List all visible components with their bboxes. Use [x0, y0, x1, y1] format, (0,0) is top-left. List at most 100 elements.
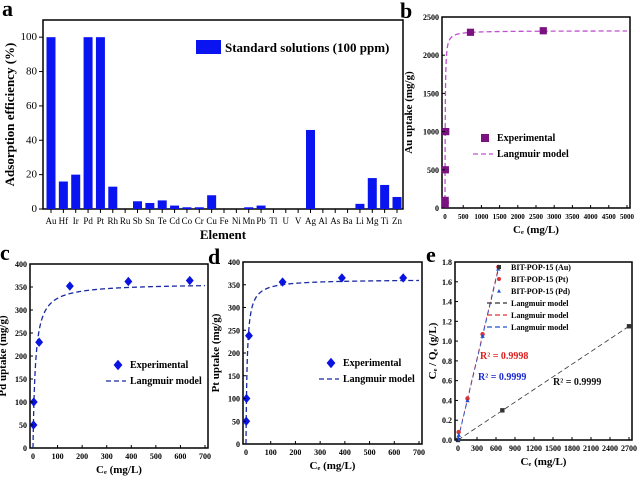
legend-label: BIT-POP-15 (Au) [511, 263, 571, 272]
x-tick-label: 2100 [583, 444, 599, 453]
x-tick-label: 0 [443, 213, 447, 221]
data-point [65, 281, 74, 291]
data-point [29, 397, 38, 407]
y-tick-label: 40 [26, 134, 38, 146]
x-tick-label: 300 [471, 444, 483, 453]
langmuir-line-1 [32, 284, 206, 449]
panel-b: b0 500 1000 1500 2000 2500 3000 3500 4000 4500 500… [400, 0, 635, 236]
x-tick-label: 2000 [511, 213, 526, 221]
bar-Sn [145, 202, 155, 209]
x-tick-label: Al [318, 216, 327, 226]
y-axis-label: Cₑ / Qₑ (g/L) [427, 322, 439, 379]
legend-marker [497, 289, 501, 293]
y-tick-label: 1.4 [442, 298, 452, 307]
y-tick-label: 100 [15, 398, 27, 407]
x-tick-label: Au [46, 216, 57, 226]
x-tick-label: 200 [76, 452, 88, 461]
legend-label: BIT-POP-15 (Pd) [511, 287, 570, 296]
x-tick-label: Fe [220, 216, 229, 226]
y-tick-label: 1500 [423, 89, 439, 98]
x-tick-label: Mn [242, 216, 255, 226]
y-tick-label: 1.0 [442, 337, 452, 346]
x-tick-label: 1800 [564, 444, 580, 453]
bar-Mn [244, 207, 254, 209]
y-tick-label: 0 [435, 204, 439, 213]
legend-label: Standard solutions (100 ppm) [225, 40, 389, 55]
y-tick-label: 60 [26, 100, 38, 112]
langmuir-line-3 [457, 325, 630, 441]
x-tick-label: Ti [381, 216, 389, 226]
legend-label: Experimental [343, 358, 402, 369]
legend-label: Langmuir model [497, 149, 569, 160]
data-point [480, 333, 485, 338]
x-axis-label: Cₑ (mg/L) [513, 224, 559, 236]
bar-Co [182, 207, 192, 209]
series-lines [457, 266, 630, 441]
data-point [441, 196, 449, 204]
x-tick-label: 600 [388, 448, 400, 457]
x-tick-label: 100 [52, 452, 64, 461]
x-tick-label: U [283, 216, 290, 226]
x-tick-label: 700 [199, 452, 211, 461]
legend-label: Langmuir model [130, 376, 202, 387]
x-tick-label: 1200 [526, 444, 542, 453]
y-tick-label: 0.8 [442, 357, 452, 366]
x-tick-label: Hf [59, 216, 69, 226]
x-tick-label: 4500 [602, 213, 617, 221]
x-tick-label: Mg [366, 216, 379, 226]
x-tick-label: 2500 [529, 213, 544, 221]
x-tick-label: 600 [174, 452, 186, 461]
bar-Te [157, 200, 167, 209]
y-tick-label: 250 [228, 326, 240, 335]
x-tick-label: 2400 [602, 444, 618, 453]
data-point [29, 420, 38, 430]
y-tick-label: 0.0 [442, 436, 452, 445]
data-point [441, 200, 449, 208]
legend-label: Langmuir model [511, 299, 569, 308]
panel-letter: c [0, 240, 10, 265]
x-tick-label: 300 [314, 448, 326, 457]
y-tick-label: 0 [23, 444, 27, 453]
x-tick-label: V [295, 216, 302, 226]
plot-frame [242, 261, 423, 445]
panel-letter: d [208, 244, 220, 269]
y-tick-label: 400 [15, 260, 27, 269]
legend-marker [497, 277, 501, 281]
data-point [626, 324, 632, 329]
langmuir-line-5 [457, 268, 499, 441]
y-tick-label: 0.4 [442, 396, 452, 405]
x-tick-label: Tl [269, 216, 277, 226]
x-tick-label: 400 [339, 448, 351, 457]
data-point [441, 166, 449, 174]
x-tick-label: 900 [509, 444, 521, 453]
x-tick-label: 400 [125, 452, 137, 461]
panel-letter: e [426, 242, 436, 267]
y-axis-label: Adsorption efficiency (%) [2, 43, 17, 187]
bar-Li [355, 203, 365, 209]
x-tick-label: Zn [392, 216, 402, 226]
x-tick-label: Pt [97, 216, 105, 226]
y-tick-label: 100 [21, 31, 38, 43]
bar-Cd [170, 205, 180, 209]
data-point [35, 337, 44, 347]
legend-marker [497, 265, 501, 269]
bar-Pd [83, 37, 93, 209]
y-tick-label: 20 [26, 169, 38, 181]
x-tick-label: Ba [343, 216, 353, 226]
x-tick-label: 1500 [493, 213, 508, 221]
x-tick-label: 0 [456, 444, 460, 453]
bar-Ir [71, 174, 81, 209]
data-point [185, 275, 194, 286]
data-point [456, 429, 461, 435]
data-point [245, 331, 253, 341]
x-tick-label: Cd [169, 216, 180, 226]
bar-Cr [194, 207, 204, 209]
x-axis-label: Element [200, 227, 247, 242]
x-tick-label: Sn [145, 216, 155, 226]
panel-a: a Au Hf Ir Pd Pt Rh Ru Sb Sn Te Cd Co Cr Cu Fe Ni Mn Pb Tl U… [2, 0, 404, 242]
y-tick-label: 2000 [423, 51, 439, 60]
y-tick-label: 50 [232, 417, 240, 426]
